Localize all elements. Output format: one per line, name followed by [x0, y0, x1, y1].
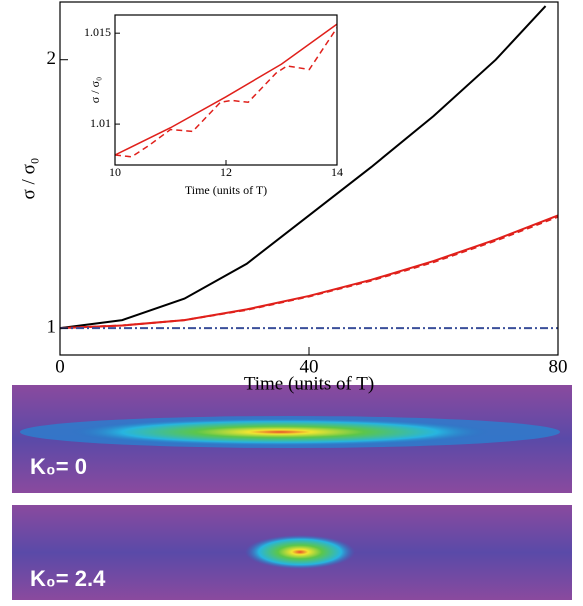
y-tick-label: 1.015	[84, 25, 111, 39]
panel-bottom: K₀= 2.4	[12, 505, 572, 600]
x-tick-label: 0	[55, 357, 65, 378]
series-line	[114, 23, 338, 156]
y-tick-label: 2	[47, 48, 57, 69]
x-tick-label: 12	[220, 165, 232, 179]
inset-bg	[115, 15, 337, 165]
x-axis-label: Time (units of T)	[244, 373, 374, 394]
series-line	[59, 5, 547, 330]
x-tick-label: 40	[300, 357, 319, 378]
x-tick-label: 10	[109, 165, 121, 179]
panel-label: K₀= 2.4	[30, 566, 106, 591]
x-tick-label: 14	[331, 165, 343, 179]
x-axis-label: Time (units of T)	[185, 183, 267, 197]
x-tick-label: 80	[549, 357, 568, 378]
series-line	[59, 214, 559, 330]
y-tick-label: 1.01	[90, 116, 111, 130]
panel-label: K₀= 0	[30, 454, 87, 479]
series-line	[114, 27, 338, 158]
y-axis-label: σ / σ₀	[18, 158, 39, 200]
series-line	[59, 215, 559, 330]
y-axis-label: σ / σ₀	[88, 77, 102, 103]
y-tick-label: 1	[47, 317, 57, 338]
panel-top: K₀= 0	[12, 385, 572, 493]
